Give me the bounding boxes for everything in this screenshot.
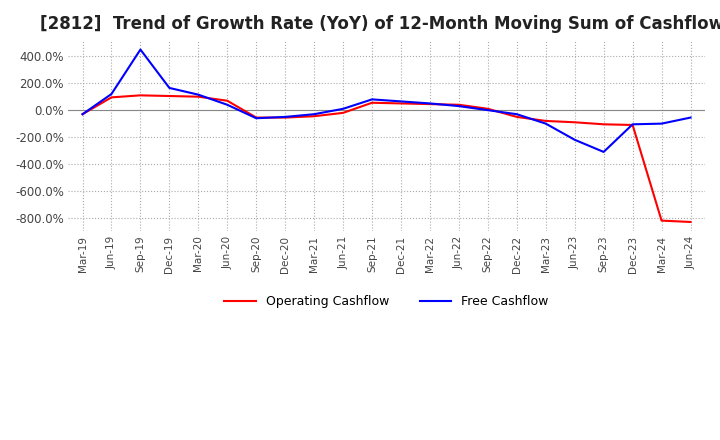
Line: Free Cashflow: Free Cashflow — [83, 50, 690, 152]
Free Cashflow — [426, 101, 434, 106]
Title: [2812]  Trend of Growth Rate (YoY) of 12-Month Moving Sum of Cashflows: [2812] Trend of Growth Rate (YoY) of 12-… — [40, 15, 720, 33]
Operating Cashflow — [686, 219, 695, 224]
Free Cashflow — [513, 112, 521, 117]
Free Cashflow — [454, 103, 463, 109]
Free Cashflow — [686, 115, 695, 120]
Operating Cashflow — [136, 93, 145, 98]
Operating Cashflow — [368, 100, 377, 106]
Operating Cashflow — [194, 94, 202, 99]
Operating Cashflow — [570, 120, 579, 125]
Free Cashflow — [484, 107, 492, 113]
Operating Cashflow — [599, 122, 608, 127]
Free Cashflow — [136, 47, 145, 52]
Operating Cashflow — [107, 95, 116, 100]
Free Cashflow — [397, 99, 405, 104]
Operating Cashflow — [281, 115, 289, 120]
Operating Cashflow — [513, 114, 521, 120]
Operating Cashflow — [223, 98, 232, 103]
Legend: Operating Cashflow, Free Cashflow: Operating Cashflow, Free Cashflow — [220, 290, 554, 313]
Free Cashflow — [194, 92, 202, 97]
Free Cashflow — [78, 112, 87, 117]
Operating Cashflow — [339, 110, 348, 115]
Free Cashflow — [570, 137, 579, 143]
Free Cashflow — [107, 92, 116, 97]
Operating Cashflow — [252, 115, 261, 120]
Free Cashflow — [368, 97, 377, 102]
Operating Cashflow — [454, 102, 463, 107]
Free Cashflow — [223, 102, 232, 107]
Free Cashflow — [657, 121, 666, 126]
Free Cashflow — [310, 112, 318, 117]
Free Cashflow — [339, 106, 348, 111]
Line: Operating Cashflow: Operating Cashflow — [83, 95, 690, 222]
Free Cashflow — [281, 114, 289, 120]
Operating Cashflow — [657, 218, 666, 223]
Operating Cashflow — [397, 101, 405, 106]
Operating Cashflow — [78, 112, 87, 117]
Free Cashflow — [252, 116, 261, 121]
Free Cashflow — [629, 122, 637, 127]
Operating Cashflow — [484, 106, 492, 111]
Operating Cashflow — [426, 102, 434, 107]
Operating Cashflow — [629, 122, 637, 128]
Free Cashflow — [165, 85, 174, 91]
Free Cashflow — [599, 149, 608, 154]
Operating Cashflow — [165, 93, 174, 99]
Free Cashflow — [541, 121, 550, 126]
Operating Cashflow — [310, 114, 318, 119]
Operating Cashflow — [541, 118, 550, 124]
